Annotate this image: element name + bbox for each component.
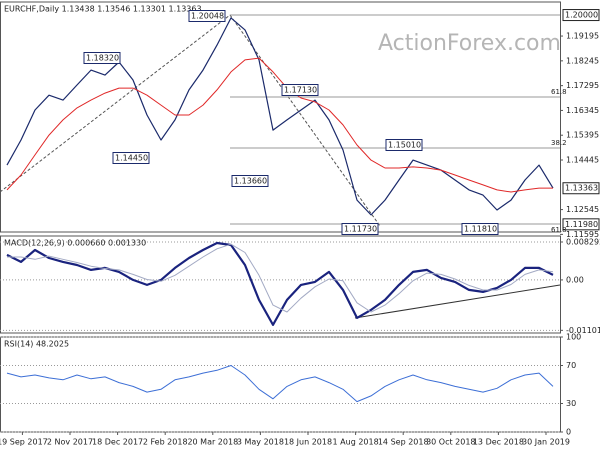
y-tick-label: 1.15395 bbox=[566, 131, 599, 140]
level-box bbox=[562, 182, 600, 195]
annotation-label: 1.13660 bbox=[234, 177, 267, 186]
y-tick-label: 1.16345 bbox=[566, 106, 599, 115]
x-tick-label: 1 Aug 2018 bbox=[333, 438, 379, 447]
macd-trendline bbox=[354, 284, 561, 319]
annotation-label: 1.15010 bbox=[388, 141, 421, 150]
annotation-label: 1.11810 bbox=[464, 225, 497, 234]
x-tick-label: 30 Oct 2018 bbox=[426, 438, 475, 447]
panel-title: RSI(14) 48.2025 bbox=[4, 340, 69, 349]
x-tick-label: 20 Mar 2018 bbox=[187, 438, 238, 447]
level-box bbox=[562, 218, 600, 231]
x-tick-label: 30 Jan 2019 bbox=[522, 438, 570, 447]
x-tick-label: 14 Sep 2018 bbox=[378, 438, 429, 447]
y-tick-label: 30 bbox=[566, 399, 576, 408]
x-tick-label: 3 May 2018 bbox=[237, 438, 284, 447]
annotation-label: 1.11730 bbox=[344, 225, 377, 234]
annotation-label: 1.18320 bbox=[86, 54, 119, 63]
panel-title: MACD(12,26,9) 0.000660 0.001330 bbox=[4, 239, 146, 248]
series-line bbox=[6, 17, 554, 216]
y-tick-label: 1.19195 bbox=[566, 32, 599, 41]
y-tick-label: 1.14445 bbox=[566, 156, 599, 165]
x-tick-label: 19 Sep 2017 bbox=[0, 438, 48, 447]
annotation-label: 1.17130 bbox=[284, 86, 317, 95]
level-box bbox=[562, 9, 600, 22]
fib-label: 38.2 bbox=[551, 139, 567, 147]
y-tick-label: 0.008292 bbox=[566, 237, 600, 246]
y-tick-label: 0.00 bbox=[566, 275, 584, 284]
x-tick-label: 2 Feb 2018 bbox=[143, 438, 188, 447]
x-tick-label: 2 Nov 2017 bbox=[47, 438, 93, 447]
y-tick-label: 0 bbox=[566, 428, 571, 437]
y-tick-label: 1.11595 bbox=[566, 230, 599, 239]
y-tick-label: 70 bbox=[566, 361, 576, 370]
level-label: 1.13363 bbox=[565, 184, 598, 193]
y-tick-label: 1.12545 bbox=[566, 205, 599, 214]
annotation-box bbox=[188, 10, 226, 22]
annotation-label: 1.14450 bbox=[115, 154, 148, 163]
trendline bbox=[0, 14, 231, 193]
panel-title: EURCHF,Daily 1.13438 1.13546 1.13301 1.1… bbox=[4, 5, 202, 14]
x-tick-label: 18 Jun 2018 bbox=[284, 438, 332, 447]
level-label: 1.20000 bbox=[565, 11, 598, 20]
watermark: ActionForex.com bbox=[378, 31, 561, 56]
panel-frame bbox=[0, 1, 561, 233]
fib-label: 61.8 bbox=[551, 226, 567, 234]
annotation-box bbox=[385, 139, 423, 151]
y-tick-label: 1.17295 bbox=[566, 81, 599, 90]
series-line bbox=[7, 243, 554, 313]
annotation-box bbox=[461, 223, 499, 235]
annotation-box bbox=[341, 223, 379, 235]
annotation-box bbox=[112, 152, 150, 164]
series-line bbox=[6, 241, 554, 326]
series-line bbox=[6, 365, 554, 403]
y-tick-label: 100 bbox=[566, 333, 581, 342]
level-label: 1.11980 bbox=[565, 220, 598, 229]
x-tick-label: 13 Dec 2018 bbox=[473, 438, 524, 447]
y-tick-label: -0.011015 bbox=[566, 326, 600, 335]
annotation-label: 1.20048 bbox=[191, 12, 224, 21]
series-line bbox=[6, 57, 553, 193]
annotation-box bbox=[83, 52, 121, 64]
y-tick-label: 1.18245 bbox=[566, 56, 599, 65]
panel-frame bbox=[0, 336, 561, 433]
annotation-box bbox=[281, 84, 319, 96]
panel-frame bbox=[0, 235, 561, 334]
annotation-box bbox=[231, 175, 269, 187]
fib-label: 61.8 bbox=[551, 88, 567, 96]
x-tick-label: 18 Dec 2017 bbox=[92, 438, 143, 447]
